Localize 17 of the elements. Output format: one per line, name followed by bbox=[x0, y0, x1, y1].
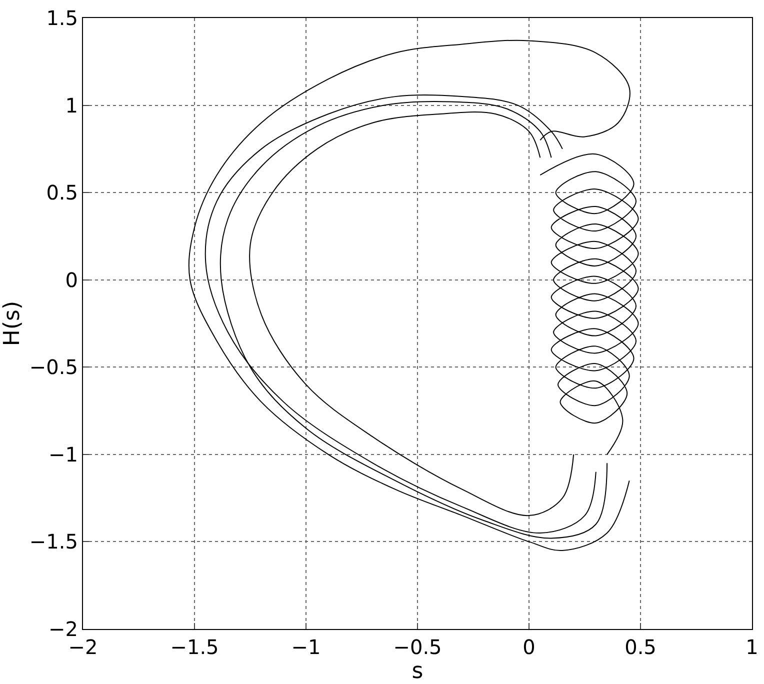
line-series bbox=[540, 153, 639, 455]
y-tick-label: −0.5 bbox=[29, 355, 78, 380]
y-tick-label: −2 bbox=[48, 617, 78, 641]
x-axis-title: s bbox=[412, 659, 424, 684]
x-tick-label: −1.5 bbox=[170, 635, 219, 659]
x-tick-label: 1 bbox=[746, 635, 758, 659]
y-tick-label: 0 bbox=[65, 268, 78, 292]
y-tick-label: −1 bbox=[48, 442, 78, 466]
y-tick-label: 1 bbox=[65, 93, 78, 118]
y-axis-title: H(s) bbox=[0, 300, 25, 346]
x-tick-label: −1 bbox=[291, 635, 321, 659]
x-tick-label: 0.5 bbox=[624, 635, 656, 659]
y-tick-label: 0.5 bbox=[46, 180, 78, 205]
x-tick-label: 0 bbox=[522, 635, 536, 659]
y-tick-label: 1.5 bbox=[46, 6, 78, 30]
x-tick-label: −0.5 bbox=[393, 635, 442, 659]
y-tick-label: −1.5 bbox=[29, 530, 78, 554]
